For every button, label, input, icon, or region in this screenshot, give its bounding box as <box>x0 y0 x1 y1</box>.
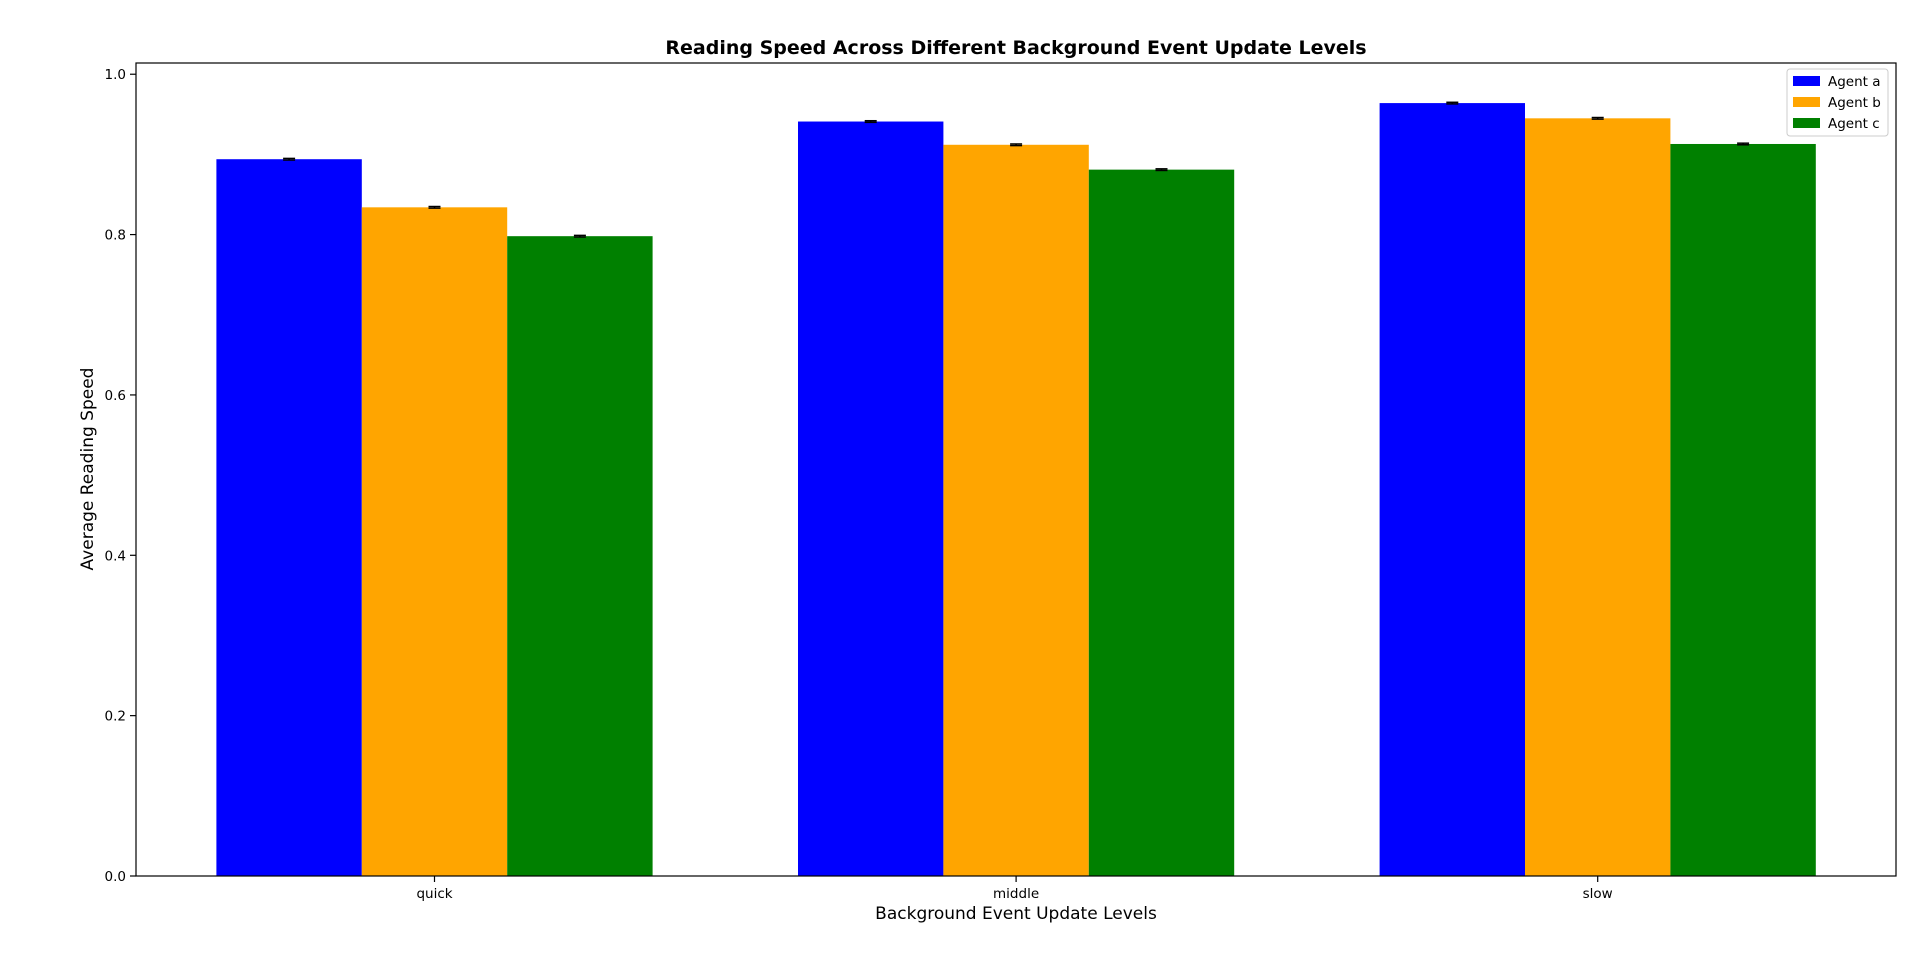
y-tick-label: 1.0 <box>105 67 126 83</box>
bars-layer <box>216 103 1816 877</box>
x-tick-label-quick: quick <box>416 886 452 902</box>
legend-label: Agent a <box>1828 74 1881 90</box>
bar-agent-a-quick <box>216 159 362 876</box>
bar-agent-b-quick <box>361 207 508 876</box>
error-bar-agent-c-middle <box>1155 168 1168 172</box>
y-tick-label: 0.8 <box>105 228 126 244</box>
error-bar-agent-b-quick <box>428 205 441 209</box>
error-bar-agent-a-quick <box>283 157 296 161</box>
error-bar-agent-a-middle <box>864 119 877 124</box>
error-bar-agent-c-slow <box>1737 142 1750 146</box>
error-bar-agent-c-quick <box>573 234 586 238</box>
bar-agent-c-quick <box>507 236 653 877</box>
error-bars-layer <box>283 101 1750 238</box>
legend: Agent a Agent b Agent c <box>1786 68 1889 137</box>
y-axis-label: Average Reading Speed <box>78 368 98 571</box>
legend-swatch <box>1793 76 1820 86</box>
legend-swatch <box>1793 118 1820 128</box>
bar-agent-c-middle <box>1088 169 1235 876</box>
y-tick-label: 0.6 <box>105 388 126 404</box>
x-axis: quick middle slow <box>416 876 1613 902</box>
y-tick-label: 0.2 <box>105 709 126 725</box>
bar-agent-b-slow <box>1525 118 1671 876</box>
bar-agent-a-slow <box>1379 103 1525 877</box>
legend-label: Agent c <box>1828 116 1880 132</box>
legend-entry-agent-a: Agent a <box>1793 74 1881 90</box>
legend-swatch <box>1793 97 1820 107</box>
y-axis: 0.0 0.2 0.4 0.6 0.8 1.0 <box>105 67 136 885</box>
error-bar-agent-a-slow <box>1446 101 1459 105</box>
chart-title: Reading Speed Across Different Backgroun… <box>665 37 1366 59</box>
x-tick-label-middle: middle <box>993 886 1039 902</box>
x-axis-label: Background Event Update Levels <box>875 904 1157 924</box>
y-tick-label: 0.4 <box>105 548 126 564</box>
y-tick-label: 0.0 <box>105 869 126 885</box>
error-bar-agent-b-slow <box>1591 116 1604 120</box>
bar-agent-a-middle <box>798 121 944 876</box>
error-bar-agent-b-middle <box>1010 143 1023 147</box>
bar-agent-b-middle <box>943 144 1089 876</box>
bar-agent-c-slow <box>1670 143 1816 876</box>
legend-entry-agent-c: Agent c <box>1793 116 1880 132</box>
legend-entry-agent-b: Agent b <box>1793 95 1881 111</box>
legend-label: Agent b <box>1828 95 1881 111</box>
x-tick-label-slow: slow <box>1583 886 1613 902</box>
